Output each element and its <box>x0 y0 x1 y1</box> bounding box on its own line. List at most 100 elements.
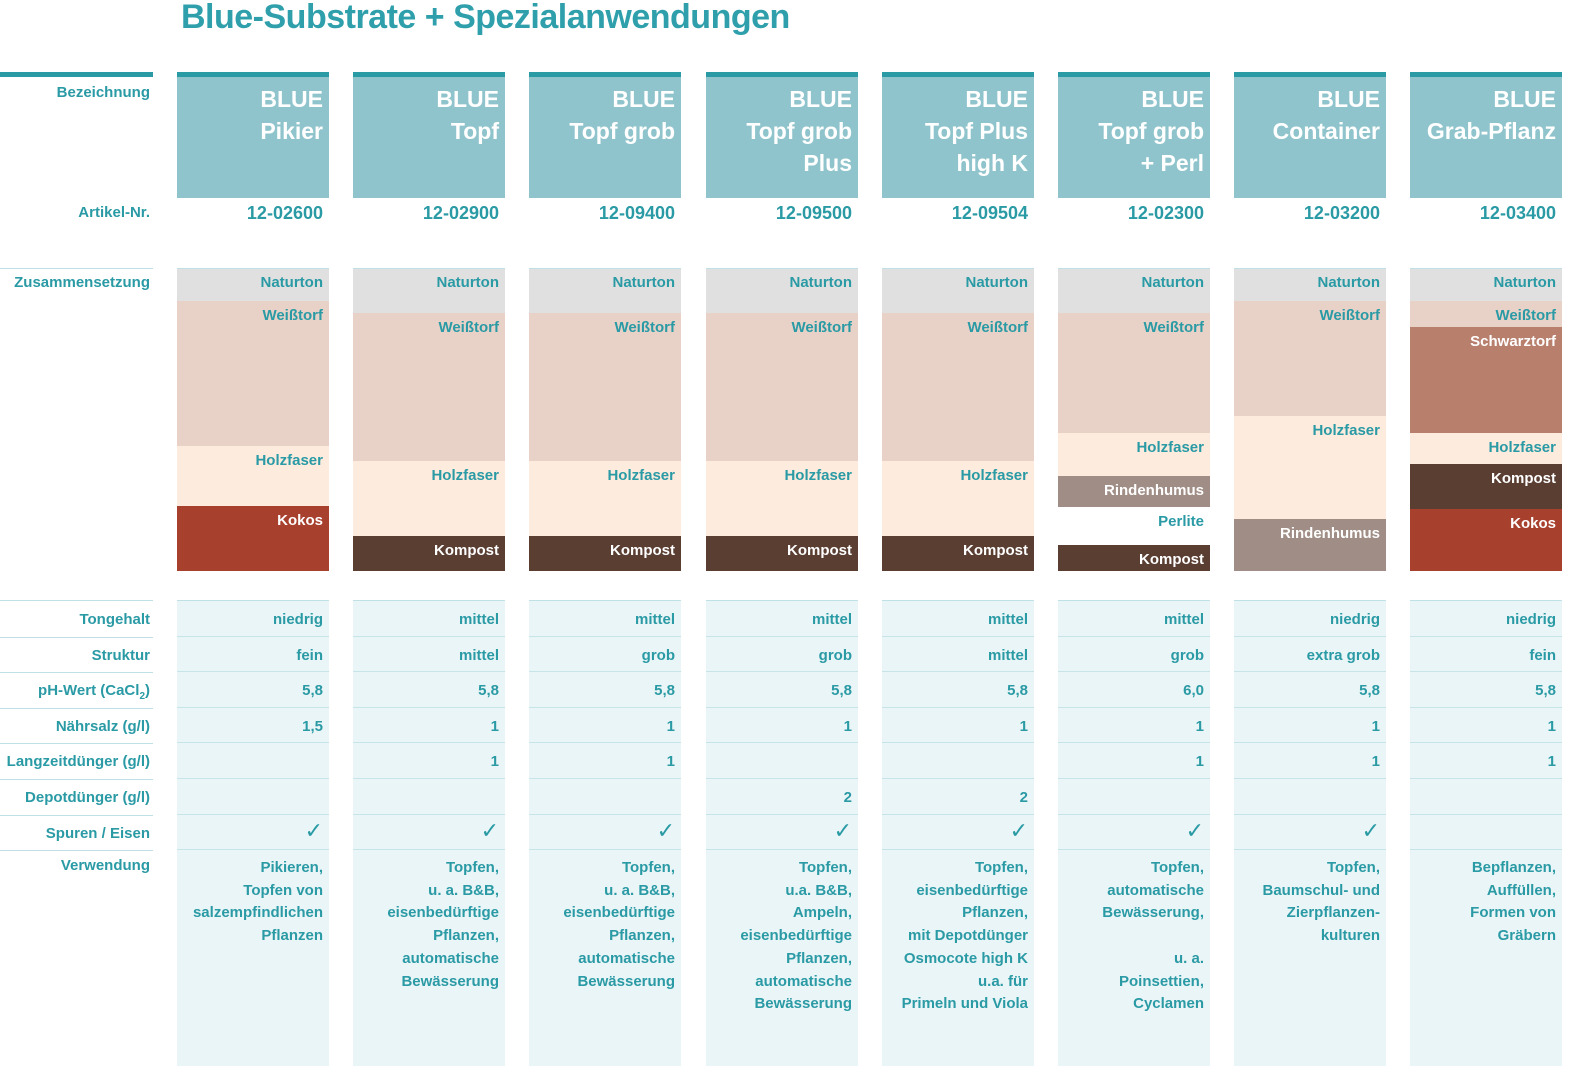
divider <box>1058 268 1210 269</box>
label-spuren: Spuren / Eisen <box>45 824 150 842</box>
layer-naturton: Naturton <box>1410 268 1562 301</box>
divider <box>1410 600 1562 601</box>
label-ph-text: pH-Wert (CaCl <box>38 682 140 700</box>
cell-struktur: mittel <box>458 646 499 664</box>
divider <box>1234 268 1386 269</box>
divider <box>529 671 681 673</box>
divider <box>177 635 329 637</box>
layer-label: Weißtorf <box>1495 307 1556 324</box>
layer-label: Perlite <box>1158 513 1204 530</box>
composition-stack: Naturton Weißtorf Holzfaser Rindenhumus … <box>1058 268 1210 571</box>
check-icon: ✓ <box>833 817 852 843</box>
label-ph-sub: 2 <box>139 691 145 703</box>
layer-weißtorf: Weißtorf <box>177 301 329 446</box>
cell-struktur: mittel <box>987 646 1028 664</box>
layer-naturton: Naturton <box>529 268 681 313</box>
cell-struktur: grob <box>641 646 675 664</box>
divider <box>1410 268 1562 269</box>
composition-stack: Naturton Weißtorf Holzfaser Kompost <box>706 268 858 571</box>
layer-kompost: Kompost <box>706 536 858 571</box>
layer-weißtorf: Weißtorf <box>1234 301 1386 416</box>
divider <box>529 268 681 269</box>
layer-weißtorf: Weißtorf <box>882 313 1034 461</box>
divider <box>706 742 858 744</box>
product-artnr: 12-02600 <box>246 203 323 223</box>
cell-tongehalt: niedrig <box>272 611 323 628</box>
layer-naturton: Naturton <box>882 268 1034 313</box>
layer-perlite: Perlite <box>1058 507 1210 545</box>
divider <box>0 814 153 816</box>
cell-langzeit: 1 <box>1371 753 1380 771</box>
layer-kompost: Kompost <box>529 536 681 571</box>
divider <box>353 778 505 779</box>
layer-holzfaser: Holzfaser <box>1234 416 1386 519</box>
layer-label: Holzfaser <box>960 467 1028 484</box>
product-name: BLUE Topf Plus high K <box>924 86 1028 176</box>
check-icon: ✓ <box>1361 817 1380 843</box>
cell-tongehalt: mittel <box>634 611 675 628</box>
layer-label: Holzfaser <box>607 467 675 484</box>
product-artnr: 12-09500 <box>775 203 852 223</box>
layer-holzfaser: Holzfaser <box>882 461 1034 536</box>
divider <box>1234 706 1386 708</box>
divider <box>1410 635 1562 637</box>
divider <box>706 778 858 779</box>
label-bezeichnung: Bezeichnung <box>56 84 150 101</box>
layer-label: Naturton <box>789 274 853 291</box>
product-header: BLUE Grab-Pflanz <box>1410 72 1562 198</box>
product-name: BLUE Topf <box>436 86 499 144</box>
divider <box>1058 671 1210 673</box>
layer-holzfaser: Holzfaser <box>1058 433 1210 476</box>
properties-panel: mittel mittel 5,8 1 2 ✓ Topfen, eisenbedürftig… <box>882 600 1034 1066</box>
divider <box>353 268 505 269</box>
layer-naturton: Naturton <box>706 268 858 313</box>
properties-panel: mittel grob 6,0 1 1 ✓ Topfen, automatische Bew… <box>1058 600 1210 1066</box>
composition-stack: Naturton Weißtorf Holzfaser Kompost <box>882 268 1034 571</box>
cell-ph: 5,8 <box>1359 682 1380 700</box>
cell-tongehalt: mittel <box>1163 611 1204 628</box>
divider <box>1234 742 1386 744</box>
composition-stack: Naturton Weißtorf Schwarztorf Holzfaser … <box>1410 268 1562 571</box>
label-ph: pH-Wert (CaCl2) <box>0 682 150 702</box>
layer-weißtorf: Weißtorf <box>1410 301 1562 327</box>
divider <box>353 600 505 601</box>
divider <box>0 672 153 674</box>
cell-langzeit: 1 <box>666 753 675 771</box>
layer-label: Rindenhumus <box>1104 482 1204 499</box>
layer-label: Holzfaser <box>1136 439 1204 456</box>
layer-label: Kompost <box>963 542 1028 559</box>
divider <box>1410 813 1562 815</box>
divider <box>1234 778 1386 779</box>
check-icon: ✓ <box>656 817 675 843</box>
divider <box>882 706 1034 708</box>
layer-label: Rindenhumus <box>1280 525 1380 542</box>
divider <box>177 849 329 851</box>
divider <box>1410 849 1562 851</box>
check-icon: ✓ <box>480 817 499 843</box>
layer-kompost: Kompost <box>353 536 505 571</box>
divider <box>882 742 1034 744</box>
composition-stack: Naturton Weißtorf Holzfaser Kompost <box>529 268 681 571</box>
divider <box>1234 600 1386 601</box>
divider <box>0 779 153 780</box>
divider <box>882 813 1034 815</box>
cell-naehrsalz: 1 <box>1019 717 1028 735</box>
divider <box>706 671 858 673</box>
layer-label: Weißtorf <box>614 319 675 336</box>
layer-holzfaser: Holzfaser <box>177 446 329 506</box>
product-artnr: 12-09504 <box>951 203 1028 223</box>
divider <box>706 849 858 851</box>
properties-panel: niedrig fein 5,8 1,5 ✓ Pikieren, Topfen von s… <box>177 600 329 1066</box>
cell-ph: 5,8 <box>654 682 675 700</box>
cell-struktur: grob <box>1170 646 1204 664</box>
divider <box>1234 849 1386 851</box>
layer-naturton: Naturton <box>1058 268 1210 313</box>
divider <box>177 742 329 744</box>
layer-label: Naturton <box>1141 274 1205 291</box>
layer-rindenhumus: Rindenhumus <box>1234 519 1386 571</box>
product-name: BLUE Topf grob <box>569 86 675 144</box>
product-header: BLUE Topf <box>353 72 505 198</box>
label-depot: Depotdünger (g/l) <box>25 789 150 806</box>
divider <box>529 813 681 815</box>
composition-stack: Naturton Weißtorf Holzfaser Kokos <box>177 268 329 571</box>
